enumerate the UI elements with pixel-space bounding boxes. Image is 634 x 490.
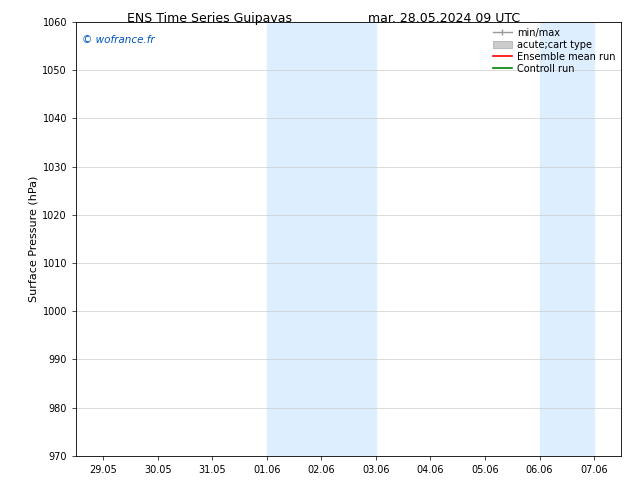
Bar [540,22,594,456]
Bar [267,22,376,456]
Text: ENS Time Series Guipavas: ENS Time Series Guipavas [127,12,292,25]
Text: mar. 28.05.2024 09 UTC: mar. 28.05.2024 09 UTC [368,12,520,25]
Text: © wofrance.fr: © wofrance.fr [82,35,154,45]
Y-axis label: Surface Pressure (hPa): Surface Pressure (hPa) [29,176,38,302]
Legend: min/max, acute;cart type, Ensemble mean run, Controll run: min/max, acute;cart type, Ensemble mean … [489,25,618,76]
